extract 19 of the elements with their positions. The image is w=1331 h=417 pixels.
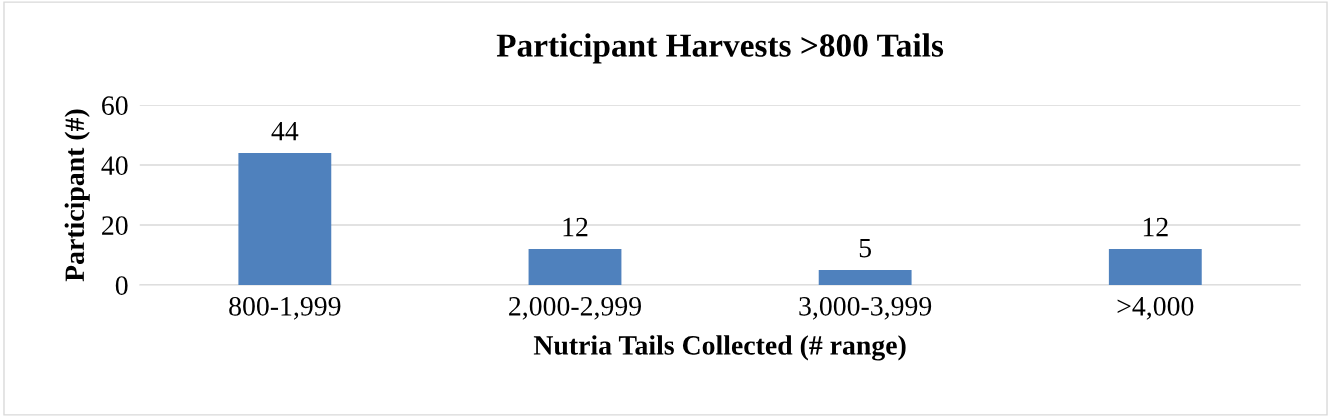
data-label: 12 bbox=[1143, 217, 1168, 237]
bar bbox=[818, 270, 912, 286]
x-tick-label: >4,000 bbox=[1117, 296, 1194, 320]
x-axis-title: Nutria Tails Collected (# range) bbox=[533, 335, 906, 361]
y-tick-label: 40 bbox=[101, 156, 128, 175]
data-label: 44 bbox=[271, 121, 299, 141]
chart-title: Participant Harvests >800 Tails bbox=[496, 33, 944, 64]
y-tick-label: 60 bbox=[102, 96, 128, 115]
y-axis-title: Participant (#) bbox=[64, 109, 90, 282]
data-label: 12 bbox=[563, 217, 588, 237]
x-tick-label: 2,000-2,999 bbox=[509, 296, 641, 320]
data-label: 5 bbox=[859, 238, 872, 258]
y-tick-label: 20 bbox=[102, 216, 128, 235]
x-tick-label: 800-1,999 bbox=[229, 296, 341, 320]
bar bbox=[238, 153, 332, 286]
bar bbox=[1108, 249, 1202, 286]
y-tick-label: 0 bbox=[115, 276, 128, 295]
bar bbox=[528, 249, 622, 286]
x-tick-label: 3,000-3,999 bbox=[799, 296, 932, 320]
